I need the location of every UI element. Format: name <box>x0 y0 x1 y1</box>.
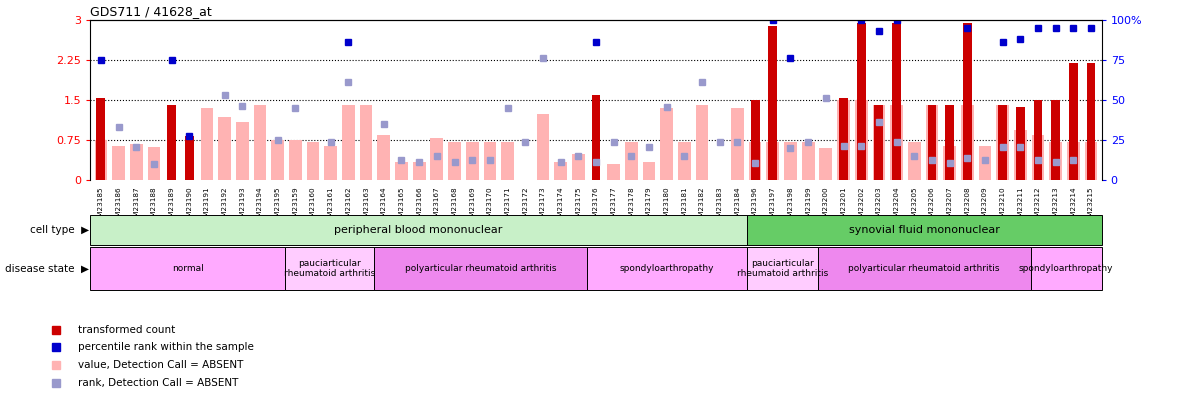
Bar <box>1032 135 1044 180</box>
Bar <box>643 162 655 180</box>
Bar <box>873 104 885 180</box>
Bar <box>1033 100 1043 180</box>
Bar <box>413 162 425 180</box>
Text: pauciarticular
rheumatoid arthritis: pauciarticular rheumatoid arthritis <box>284 259 376 278</box>
Bar <box>1051 100 1060 180</box>
Text: GDS711 / 41628_at: GDS711 / 41628_at <box>90 5 212 18</box>
Bar <box>185 136 194 180</box>
Bar <box>837 100 850 180</box>
Bar <box>1031 247 1102 290</box>
Text: spondyloarthropathy: spondyloarthropathy <box>620 264 714 273</box>
Text: transformed count: transformed count <box>78 325 176 335</box>
Bar <box>537 113 549 180</box>
Text: cell type  ▶: cell type ▶ <box>30 225 89 235</box>
Bar <box>374 247 588 290</box>
Bar <box>90 247 285 290</box>
Bar <box>874 104 884 180</box>
Text: normal: normal <box>172 264 203 273</box>
Bar <box>289 140 302 180</box>
Bar <box>660 108 673 180</box>
Bar <box>167 104 176 180</box>
Text: polyarticular rheumatoid arthritis: polyarticular rheumatoid arthritis <box>405 264 556 273</box>
Bar <box>746 215 1102 245</box>
Bar <box>768 26 778 180</box>
Bar <box>746 247 818 290</box>
Text: polyarticular rheumatoid arthritis: polyarticular rheumatoid arthritis <box>849 264 1001 273</box>
Text: peripheral blood mononuclear: peripheral blood mononuclear <box>335 225 503 235</box>
Bar <box>749 142 761 180</box>
Bar <box>324 145 337 180</box>
Bar <box>818 247 1031 290</box>
Bar <box>484 142 496 180</box>
Bar <box>802 142 815 180</box>
Bar <box>360 104 372 180</box>
Bar <box>448 142 461 180</box>
Bar <box>431 138 443 180</box>
Bar <box>236 122 249 180</box>
Text: rank, Detection Call = ABSENT: rank, Detection Call = ABSENT <box>78 378 238 388</box>
Text: percentile rank within the sample: percentile rank within the sample <box>78 343 254 352</box>
Bar <box>377 135 390 180</box>
Bar <box>1014 130 1027 180</box>
Bar <box>112 145 125 180</box>
Bar <box>271 140 284 180</box>
Bar <box>307 142 319 180</box>
Bar <box>90 215 746 245</box>
Bar <box>750 100 760 180</box>
Bar <box>678 142 691 180</box>
Bar <box>979 145 991 180</box>
Bar <box>961 104 974 180</box>
Bar <box>395 162 408 180</box>
Text: disease state  ▶: disease state ▶ <box>5 263 89 273</box>
Bar <box>201 108 213 180</box>
Bar <box>855 100 868 180</box>
Bar <box>963 23 972 180</box>
Text: spondyloarthropathy: spondyloarthropathy <box>1019 264 1114 273</box>
Bar <box>892 23 901 180</box>
Bar <box>572 153 585 180</box>
Bar <box>908 142 921 180</box>
Text: pauciarticular
rheumatoid arthritis: pauciarticular rheumatoid arthritis <box>737 259 828 278</box>
Bar <box>625 142 638 180</box>
Bar <box>466 142 478 180</box>
Text: value, Detection Call = ABSENT: value, Detection Call = ABSENT <box>78 360 243 370</box>
Bar <box>767 142 779 180</box>
Bar <box>501 142 514 180</box>
Bar <box>1069 63 1078 180</box>
Bar <box>130 144 142 180</box>
Bar <box>342 104 355 180</box>
Bar <box>588 247 746 290</box>
Bar <box>554 162 567 180</box>
Bar <box>927 104 937 180</box>
Bar <box>1016 107 1025 180</box>
Bar <box>96 98 105 180</box>
Bar <box>1050 142 1062 180</box>
Bar <box>1087 63 1096 180</box>
Bar <box>1067 142 1080 180</box>
Bar <box>218 117 231 180</box>
Bar <box>95 140 107 180</box>
Bar <box>996 104 1009 180</box>
Bar <box>945 104 954 180</box>
Bar <box>926 104 938 180</box>
Bar <box>839 98 848 180</box>
Bar <box>607 164 620 180</box>
Bar <box>998 104 1007 180</box>
Bar <box>591 95 601 180</box>
Bar <box>254 104 266 180</box>
Bar <box>696 104 708 180</box>
Bar <box>820 148 832 180</box>
Bar <box>890 104 903 180</box>
Bar <box>731 108 744 180</box>
Bar <box>285 247 374 290</box>
Bar <box>784 142 797 180</box>
Bar <box>943 145 956 180</box>
Bar <box>857 23 866 180</box>
Bar <box>1085 142 1097 180</box>
Bar <box>148 147 160 180</box>
Text: synovial fluid mononuclear: synovial fluid mononuclear <box>849 225 999 235</box>
